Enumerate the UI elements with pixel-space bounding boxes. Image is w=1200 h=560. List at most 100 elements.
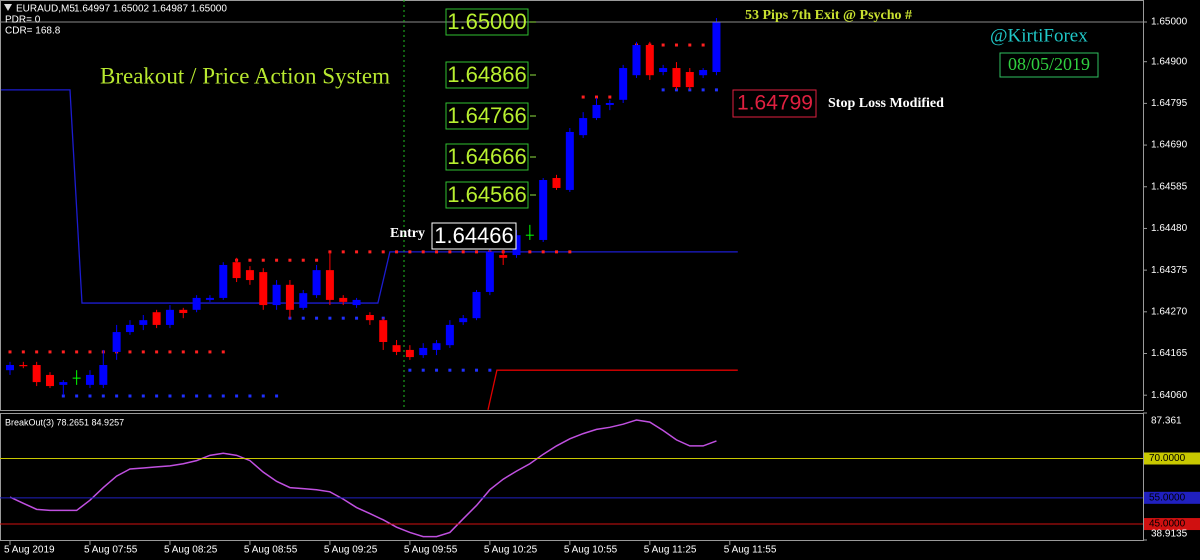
indicator-frame	[0, 413, 1144, 541]
level-dot	[181, 394, 185, 398]
y-tick-label: 1.64480	[1151, 223, 1188, 234]
target-price: 1.64666	[447, 144, 527, 169]
level-dot	[714, 88, 718, 92]
y-tick-label: 1.64375	[1151, 265, 1188, 276]
level-dot	[248, 258, 252, 262]
level-dot	[421, 368, 425, 372]
level-dot	[355, 250, 359, 254]
level-dot	[555, 250, 559, 254]
candle-body	[45, 374, 54, 387]
candle-body	[445, 324, 454, 346]
stop-price: 1.64799	[737, 92, 813, 115]
level-dot	[341, 316, 345, 320]
candle-body	[285, 284, 294, 310]
candle-body	[192, 297, 201, 310]
level-dot	[528, 250, 532, 254]
level-dot	[248, 394, 252, 398]
candle-body	[712, 21, 721, 73]
system-title: Breakout / Price Action System	[100, 63, 390, 88]
level-dot	[688, 43, 692, 47]
level-dot	[168, 350, 172, 354]
level-dot	[435, 250, 439, 254]
level-dot	[208, 394, 212, 398]
x-tick-label: 5 Aug 2019	[4, 545, 55, 556]
target-box	[445, 102, 529, 130]
level-dot	[461, 250, 465, 254]
level-label: 45.0000	[1149, 519, 1186, 530]
level-dot	[88, 350, 92, 354]
candle-body	[419, 347, 428, 356]
candle-body	[565, 131, 574, 190]
level-dot	[475, 368, 479, 372]
level-dot	[75, 394, 79, 398]
y-tick-label: 87.361	[1151, 416, 1182, 427]
candle-body	[272, 284, 281, 306]
target-box	[445, 8, 529, 36]
level-dot	[128, 350, 132, 354]
x-tick-label: 5 Aug 10:25	[484, 545, 538, 556]
header-icon	[4, 4, 12, 11]
candle-body	[432, 343, 441, 350]
candle-body	[552, 178, 561, 188]
x-tick-label: 5 Aug 08:55	[244, 545, 298, 556]
candle-body	[605, 102, 614, 105]
level-dot	[661, 88, 665, 92]
target-boxes: 1.65000 1.64866 1.64766 1.64666 1.64566	[445, 8, 536, 209]
level-dot	[541, 250, 545, 254]
y-tick-label: 1.64585	[1151, 181, 1188, 192]
y-tick-label: 1.64795	[1151, 98, 1188, 109]
candle-body	[392, 345, 401, 352]
level-dot	[275, 258, 279, 262]
candle-body	[219, 264, 228, 298]
level-dot	[75, 350, 79, 354]
candle-body	[459, 318, 468, 323]
level-label-bg	[1144, 518, 1200, 531]
level-dot	[608, 95, 612, 99]
candle-body	[352, 299, 361, 306]
level-dot	[301, 258, 305, 262]
level-dot	[701, 43, 705, 47]
level-dot	[368, 250, 372, 254]
level-dot	[221, 350, 225, 354]
level-dot	[408, 368, 412, 372]
x-tick-label: 5 Aug 10:55	[564, 545, 618, 556]
target-price: 1.64766	[447, 103, 527, 128]
x-tick-label: 5 Aug 11:25	[644, 545, 697, 556]
level-dot	[101, 394, 105, 398]
candle-body	[299, 293, 308, 308]
handle: @KirtiForex	[990, 25, 1088, 46]
level-dot	[408, 250, 412, 254]
candle-body	[379, 320, 388, 342]
level-dot	[448, 368, 452, 372]
level-dot	[155, 394, 159, 398]
candle-body	[685, 72, 694, 88]
candle-body	[659, 68, 668, 73]
level-label-bg	[1144, 452, 1200, 465]
candle-body	[259, 272, 268, 306]
candle-body	[512, 235, 521, 256]
level-dot	[381, 250, 385, 254]
candle-body	[472, 291, 481, 319]
level-dot	[488, 368, 492, 372]
level-label-bg	[1144, 491, 1200, 504]
channel-line	[487, 369, 738, 411]
level-dot	[275, 394, 279, 398]
entry-label: Entry	[390, 226, 425, 241]
level-dot	[21, 350, 25, 354]
y-tick-label: 1.64690	[1151, 140, 1188, 151]
candle-body	[499, 255, 508, 258]
y-tick-label: 1.64900	[1151, 56, 1188, 67]
y-tick-label: 1.64165	[1151, 348, 1188, 359]
quote: 1.64997 1.65002 1.64987 1.65000	[74, 4, 227, 15]
level-dot	[35, 350, 39, 354]
level-dot	[461, 368, 465, 372]
channel-line	[0, 89, 738, 304]
stop-label: Stop Loss Modified	[828, 96, 944, 111]
x-tick-label: 5 Aug 08:25	[164, 545, 218, 556]
level-dot	[341, 250, 345, 254]
level-dot	[261, 394, 265, 398]
y-tick-label: 1.64060	[1151, 390, 1188, 401]
candle-body	[152, 312, 161, 325]
